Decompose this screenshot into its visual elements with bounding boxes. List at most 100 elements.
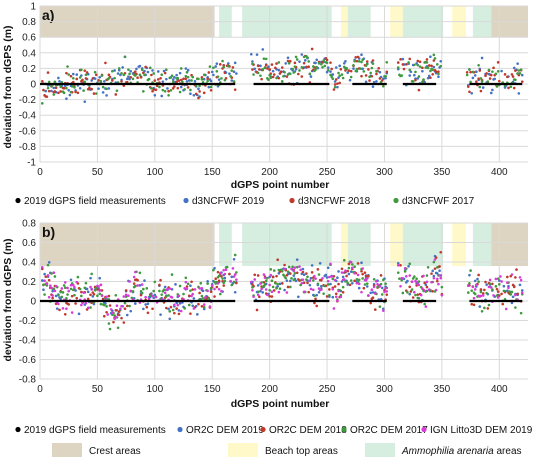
data-point <box>142 307 145 311</box>
data-point <box>516 292 519 296</box>
data-point <box>86 290 90 294</box>
data-point <box>310 271 314 274</box>
data-point <box>270 295 274 298</box>
data-point <box>124 293 128 297</box>
data-point <box>134 70 137 73</box>
data-point <box>52 93 56 96</box>
data-point <box>208 65 212 68</box>
data-point <box>222 284 226 287</box>
data-point <box>352 67 355 70</box>
data-point <box>413 290 416 294</box>
data-point <box>198 291 201 295</box>
data-point <box>357 286 361 290</box>
data-point <box>328 293 331 297</box>
data-point <box>190 79 193 82</box>
data-point <box>336 299 339 302</box>
data-point <box>217 287 221 291</box>
data-point <box>251 288 254 292</box>
data-point <box>85 71 89 74</box>
data-point <box>101 91 105 94</box>
data-point <box>379 80 383 84</box>
data-point <box>71 80 75 84</box>
data-point <box>484 74 487 78</box>
data-point <box>183 307 186 310</box>
data-point <box>108 327 112 331</box>
data-point <box>47 89 51 93</box>
data-point <box>298 265 301 268</box>
data-point <box>510 301 514 305</box>
data-point <box>190 294 193 298</box>
data-point <box>60 287 64 290</box>
data-point <box>134 302 137 305</box>
data-point <box>83 100 87 103</box>
data-point <box>112 320 115 324</box>
data-point <box>92 292 96 296</box>
x-tick-label: 300 <box>376 167 393 178</box>
legend-marker <box>260 426 266 433</box>
data-point <box>402 67 406 71</box>
data-point <box>291 265 294 269</box>
data-point <box>433 258 437 261</box>
data-point <box>494 285 498 288</box>
data-point <box>339 295 343 299</box>
data-point <box>182 292 185 296</box>
data-point <box>212 66 215 70</box>
data-point <box>413 73 416 77</box>
data-point <box>310 47 314 51</box>
data-point <box>125 77 129 81</box>
data-point <box>495 85 499 88</box>
data-point <box>284 62 288 65</box>
y-tick-label: -0.4 <box>19 111 37 122</box>
data-point <box>107 294 111 298</box>
data-point <box>138 284 142 287</box>
data-point <box>58 308 61 312</box>
data-point <box>364 80 368 84</box>
ammophilia-band <box>472 223 492 266</box>
data-point <box>49 284 52 288</box>
data-point <box>362 286 366 290</box>
data-point <box>63 281 67 284</box>
data-point <box>100 289 104 292</box>
x-tick-label: 50 <box>92 384 104 395</box>
data-point <box>431 289 434 293</box>
data-point <box>185 285 189 288</box>
data-point <box>92 92 96 95</box>
data-point <box>356 55 360 59</box>
data-point <box>429 69 432 73</box>
data-point <box>465 71 469 74</box>
data-point <box>192 307 196 310</box>
data-point <box>221 277 224 280</box>
data-point <box>53 90 57 93</box>
data-point <box>59 290 62 294</box>
data-point <box>314 297 317 301</box>
data-point <box>105 94 108 97</box>
data-point <box>67 73 71 76</box>
data-point <box>85 287 89 291</box>
data-point <box>311 65 315 68</box>
data-point <box>289 279 292 283</box>
data-point <box>494 72 498 76</box>
data-point <box>255 53 259 56</box>
data-point <box>297 295 300 299</box>
data-point <box>369 291 372 295</box>
data-point <box>401 291 405 295</box>
data-point <box>86 297 90 301</box>
data-point <box>271 285 275 289</box>
data-point <box>168 310 172 313</box>
data-point <box>66 286 69 290</box>
data-point <box>371 85 375 88</box>
data-point <box>156 78 160 81</box>
data-point <box>129 309 133 313</box>
data-point <box>198 84 201 88</box>
data-point <box>329 282 332 286</box>
data-point <box>285 273 289 277</box>
data-point <box>151 69 154 72</box>
data-point <box>429 55 432 59</box>
data-point <box>271 69 275 73</box>
data-point <box>40 265 44 269</box>
data-point <box>292 274 296 277</box>
data-point <box>217 78 221 81</box>
data-point <box>94 73 98 77</box>
data-point <box>160 94 164 98</box>
data-point <box>223 276 227 280</box>
